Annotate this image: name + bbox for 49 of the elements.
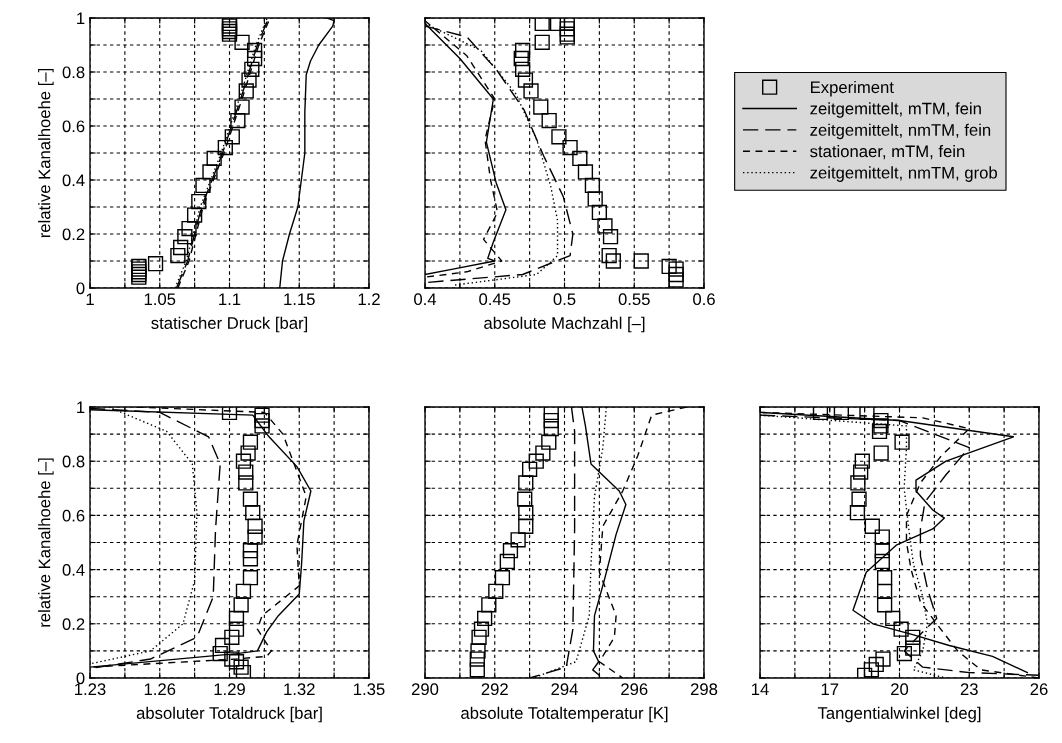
y-axis-title: relative Kanalhoehe [–] [38, 68, 54, 238]
x-tick-label: 14 [752, 683, 769, 695]
x-axis-title: absolute Totaltemperatur [K] [461, 706, 668, 723]
y-tick-label: 0.8 [62, 455, 85, 468]
x-tick-label: 296 [621, 683, 648, 696]
x-tick-label: 1.29 [214, 683, 245, 696]
x-tick-label: 290 [411, 683, 439, 696]
y-tick-label: 1 [77, 401, 85, 414]
x-tick-label: 1.23 [75, 683, 106, 696]
x-tick-label: 0.5 [553, 293, 576, 306]
x-tick-label: 298 [690, 683, 718, 696]
y-tick-label: 0.4 [62, 174, 85, 187]
y-tick-label: 0.6 [62, 509, 85, 522]
x-tick-label: 0.6 [693, 293, 715, 306]
x-tick-label: 1.1 [219, 293, 241, 305]
x-tick-label: 1.15 [284, 293, 315, 306]
legend-label: stationaer, mTM, fein [810, 145, 965, 160]
legend-label: zeitgemittelt, nmTM, fein [810, 123, 991, 140]
y-tick-label: 1 [77, 12, 85, 25]
y-tick-label: 0 [76, 672, 85, 685]
y-tick-label: 0.8 [62, 66, 85, 79]
x-axis-title: absoluter Totaldruck [bar] [136, 706, 322, 723]
legend-label: zeitgemittelt, nmTM, grob [810, 166, 997, 182]
x-tick-label: 23 [960, 683, 978, 696]
x-axis-title: Tangentialwinkel [deg] [817, 706, 981, 723]
x-axis-title: statischer Druck [bar] [151, 316, 308, 333]
x-tick-label: 292 [481, 683, 508, 696]
y-axis-title: relative Kanalhoehe [–] [38, 458, 54, 627]
x-tick-label: 0.4 [414, 293, 437, 306]
y-tick-label: 0.6 [62, 120, 85, 133]
x-tick-label: 1.05 [144, 293, 176, 306]
legend-label: Experiment [811, 80, 894, 97]
y-tick-label: 0.2 [62, 618, 85, 630]
x-tick-label: 1.2 [358, 293, 380, 305]
x-tick-label: 1.32 [284, 683, 315, 696]
y-tick-label: 0.2 [62, 228, 85, 241]
x-tick-label: 294 [551, 683, 578, 696]
x-tick-label: 26 [1030, 683, 1048, 696]
x-axis-title: absolute Machzahl [–] [484, 316, 645, 333]
x-tick-label: 17 [821, 683, 839, 695]
x-tick-label: 1.26 [144, 683, 176, 696]
x-tick-label: 0.45 [479, 293, 511, 306]
legend-label: zeitgemittelt, mTM, fein [810, 102, 981, 118]
x-tick-label: 20 [891, 683, 909, 696]
x-tick-label: 0.55 [618, 293, 650, 306]
y-tick-label: 0.4 [62, 564, 85, 576]
x-tick-label: 1.35 [354, 683, 385, 696]
x-tick-label: 1 [86, 293, 94, 305]
y-tick-label: 0 [76, 282, 85, 295]
